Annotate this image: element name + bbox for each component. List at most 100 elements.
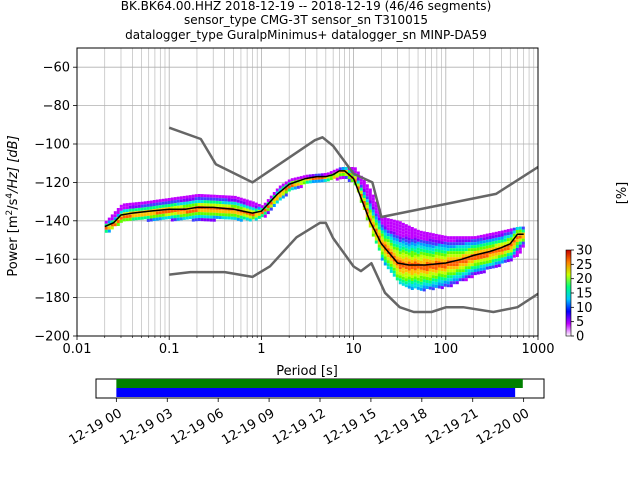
psd-cell [392, 267, 396, 271]
psd-cell [473, 245, 477, 249]
psd-cell [407, 246, 411, 250]
psd-cell [398, 233, 402, 237]
psd-cell [479, 243, 483, 247]
y-tick-label: −80 [43, 99, 70, 114]
psd-cell [488, 254, 492, 257]
psd-cell [431, 266, 435, 270]
psd-cell [419, 266, 423, 270]
psd-cell [428, 280, 432, 284]
psd-cell [446, 245, 450, 249]
psd-cell [422, 231, 426, 235]
psd-cell [500, 260, 504, 264]
psd-cell [434, 269, 438, 273]
psd-cell [428, 247, 432, 251]
psd-cell [455, 236, 459, 240]
psd-cell [431, 287, 435, 291]
psd-cell [308, 174, 312, 178]
psd-cell [455, 257, 459, 261]
psd-cell [374, 213, 378, 217]
psd-cell [461, 251, 465, 255]
psd-cell [206, 212, 210, 216]
psd-cell [392, 270, 396, 274]
psd-cell [113, 214, 117, 218]
psd-cell [182, 216, 186, 220]
psd-cell [401, 282, 405, 286]
psd-cell [185, 210, 189, 214]
psd-cell [392, 264, 396, 268]
psd-cell [503, 256, 507, 260]
psd-cell [449, 266, 453, 270]
psd-cell [194, 218, 198, 222]
psd-cell [206, 215, 210, 219]
psd-cell [440, 247, 444, 251]
psd-cell [248, 203, 252, 207]
title-line-2: sensor_type CMG-3T sensor_sn T310015 [184, 13, 428, 27]
timeline-tick-label: 12-19 00 [67, 406, 125, 448]
psd-cell [344, 173, 348, 176]
y-label-superscript-1: 2 [5, 210, 15, 216]
psd-cell [509, 255, 513, 259]
psd-cell [230, 195, 234, 199]
psd-cell [194, 203, 198, 207]
psd-cell [362, 186, 366, 189]
psd-cell [383, 223, 387, 227]
psd-cell [413, 255, 417, 259]
psd-cell [119, 204, 123, 208]
psd-cell [158, 211, 162, 215]
psd-cell [482, 264, 486, 268]
psd-cell [251, 216, 255, 220]
psd-cell [179, 211, 183, 215]
psd-cell [221, 198, 225, 202]
psd-cell [422, 252, 426, 256]
psd-cell [515, 227, 519, 230]
psd-cell [386, 242, 390, 246]
psd-cell [278, 194, 282, 198]
psd-cell [467, 269, 471, 273]
psd-cell [446, 254, 450, 258]
psd-cell [341, 173, 345, 176]
psd-cell [479, 258, 483, 262]
psd-cell [254, 217, 258, 221]
psd-cell [218, 195, 222, 199]
psd-cell [344, 176, 348, 179]
psd-cell [413, 243, 417, 247]
psd-cell [296, 176, 300, 180]
psd-cell [365, 208, 369, 212]
psd-cell [500, 236, 504, 240]
psd-cell [413, 234, 417, 238]
psd-cell [455, 263, 459, 267]
psd-cell [116, 208, 120, 211]
psd-cell [158, 202, 162, 206]
psd-cell [227, 195, 231, 199]
psd-cell [419, 275, 423, 279]
psd-cell [434, 272, 438, 276]
psd-cell [503, 241, 507, 245]
psd-cell [467, 272, 471, 276]
psd-cell [458, 254, 462, 258]
psd-cell [248, 206, 252, 210]
psd-cell [197, 209, 201, 212]
psd-cell [218, 204, 222, 208]
availability-bar [116, 388, 516, 397]
psd-cell [446, 263, 450, 267]
psd-cell [437, 267, 441, 271]
psd-cell [419, 257, 423, 261]
psd-cell [455, 278, 459, 282]
psd-cell [494, 261, 498, 265]
psd-cell [452, 242, 456, 246]
psd-cell [392, 231, 396, 235]
psd-cell [269, 195, 273, 199]
psd-cell [452, 272, 456, 276]
psd-cell [434, 236, 438, 240]
psd-cell [371, 221, 375, 225]
psd-cell [428, 232, 432, 236]
y-tick-label: −120 [34, 176, 70, 191]
psd-cell [431, 239, 435, 243]
psd-cell [485, 236, 489, 240]
psd-cell [281, 183, 285, 187]
psd-cell [416, 271, 420, 275]
psd-cell [254, 205, 258, 209]
psd-cell [380, 245, 384, 249]
psd-cell [500, 230, 504, 234]
psd-cell [413, 285, 417, 289]
